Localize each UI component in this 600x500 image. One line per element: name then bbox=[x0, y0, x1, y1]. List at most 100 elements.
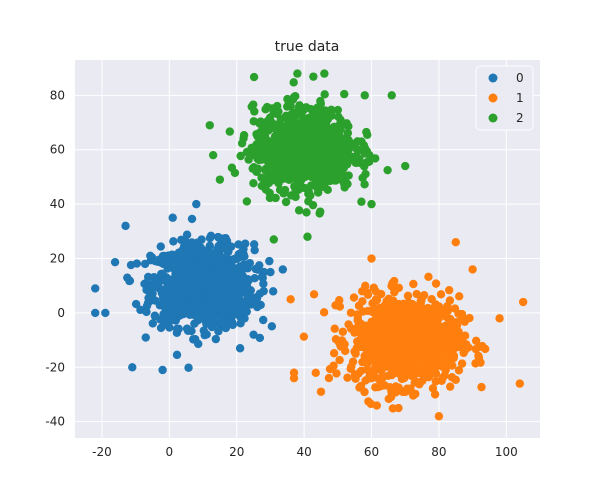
point-series-0 bbox=[247, 294, 256, 304]
point-series-2 bbox=[257, 181, 267, 191]
legend-label: 0 bbox=[516, 71, 524, 85]
point-series-2 bbox=[215, 175, 225, 184]
point-series-0 bbox=[250, 274, 259, 283]
point-series-0 bbox=[278, 265, 288, 274]
point-series-2 bbox=[294, 206, 304, 215]
point-series-0 bbox=[258, 273, 267, 283]
point-series-0 bbox=[193, 290, 203, 300]
point-series-0 bbox=[218, 314, 227, 323]
point-series-0 bbox=[221, 275, 231, 285]
point-series-2 bbox=[279, 160, 288, 169]
point-series-0 bbox=[227, 269, 236, 278]
point-series-1 bbox=[477, 382, 486, 392]
point-series-0 bbox=[266, 267, 275, 277]
point-series-2 bbox=[360, 149, 370, 158]
point-series-1 bbox=[348, 357, 358, 366]
point-series-1 bbox=[330, 324, 339, 333]
series-0 bbox=[91, 199, 288, 375]
point-series-1 bbox=[421, 310, 431, 320]
point-series-1 bbox=[424, 272, 433, 281]
x-tick-label: 80 bbox=[431, 445, 446, 459]
point-series-0 bbox=[185, 310, 194, 319]
point-series-1 bbox=[515, 379, 524, 388]
point-series-2 bbox=[275, 185, 285, 195]
point-series-2 bbox=[328, 169, 338, 178]
point-series-2 bbox=[304, 188, 314, 197]
legend-marker bbox=[488, 73, 498, 83]
point-series-1 bbox=[353, 323, 362, 332]
point-series-0 bbox=[141, 333, 150, 342]
point-series-1 bbox=[352, 344, 361, 353]
point-series-1 bbox=[428, 384, 438, 393]
point-series-1 bbox=[409, 332, 418, 341]
point-series-2 bbox=[360, 180, 369, 189]
point-series-2 bbox=[357, 197, 366, 206]
point-series-0 bbox=[167, 259, 176, 268]
series-1 bbox=[286, 238, 528, 421]
y-tick-label: 20 bbox=[50, 252, 65, 266]
point-series-2 bbox=[281, 197, 291, 207]
point-series-0 bbox=[187, 214, 197, 224]
point-series-2 bbox=[287, 127, 296, 137]
point-series-0 bbox=[187, 238, 197, 247]
point-series-2 bbox=[281, 111, 291, 121]
point-series-1 bbox=[394, 403, 403, 413]
point-series-2 bbox=[289, 92, 299, 102]
point-series-1 bbox=[388, 296, 398, 305]
point-series-0 bbox=[267, 322, 277, 331]
point-series-1 bbox=[394, 349, 403, 359]
point-series-2 bbox=[255, 128, 264, 137]
point-series-1 bbox=[335, 339, 345, 349]
point-series-2 bbox=[324, 125, 333, 135]
point-series-1 bbox=[454, 366, 464, 375]
point-series-1 bbox=[417, 302, 426, 312]
point-series-0 bbox=[231, 254, 240, 263]
point-series-0 bbox=[193, 245, 203, 254]
point-series-1 bbox=[325, 364, 335, 374]
point-series-2 bbox=[260, 138, 269, 148]
point-series-1 bbox=[389, 316, 398, 326]
point-series-0 bbox=[220, 237, 229, 247]
point-series-0 bbox=[249, 330, 258, 339]
point-series-0 bbox=[123, 273, 132, 282]
point-series-1 bbox=[319, 308, 329, 317]
point-series-1 bbox=[518, 297, 528, 307]
point-series-1 bbox=[455, 292, 464, 301]
point-series-0 bbox=[249, 240, 259, 249]
point-series-0 bbox=[174, 324, 183, 333]
point-series-0 bbox=[167, 250, 176, 259]
legend-label: 1 bbox=[516, 91, 524, 105]
point-series-1 bbox=[431, 334, 441, 343]
point-series-2 bbox=[321, 167, 331, 177]
x-tick-label: 40 bbox=[296, 445, 311, 459]
point-series-2 bbox=[320, 147, 329, 157]
point-series-2 bbox=[230, 168, 240, 178]
point-series-0 bbox=[144, 293, 153, 303]
point-series-0 bbox=[214, 327, 223, 336]
point-series-0 bbox=[207, 292, 216, 301]
point-series-2 bbox=[269, 235, 278, 244]
point-series-0 bbox=[159, 320, 169, 329]
point-series-2 bbox=[270, 158, 279, 168]
point-series-1 bbox=[431, 355, 440, 365]
point-series-1 bbox=[324, 373, 334, 383]
point-series-0 bbox=[241, 307, 250, 316]
legend-marker bbox=[488, 113, 498, 123]
point-series-2 bbox=[242, 147, 252, 157]
point-series-0 bbox=[255, 261, 264, 270]
point-series-2 bbox=[249, 117, 258, 126]
y-tick-label: 40 bbox=[50, 197, 65, 211]
point-series-1 bbox=[441, 365, 450, 375]
point-series-1 bbox=[376, 362, 385, 371]
point-series-2 bbox=[297, 125, 307, 134]
point-series-1 bbox=[387, 387, 396, 397]
point-series-1 bbox=[401, 317, 410, 326]
point-series-1 bbox=[474, 353, 484, 363]
point-series-1 bbox=[417, 295, 426, 304]
point-series-0 bbox=[162, 273, 171, 282]
point-series-1 bbox=[457, 335, 467, 344]
point-series-1 bbox=[344, 320, 353, 329]
point-series-2 bbox=[290, 137, 300, 146]
point-series-1 bbox=[329, 349, 339, 358]
